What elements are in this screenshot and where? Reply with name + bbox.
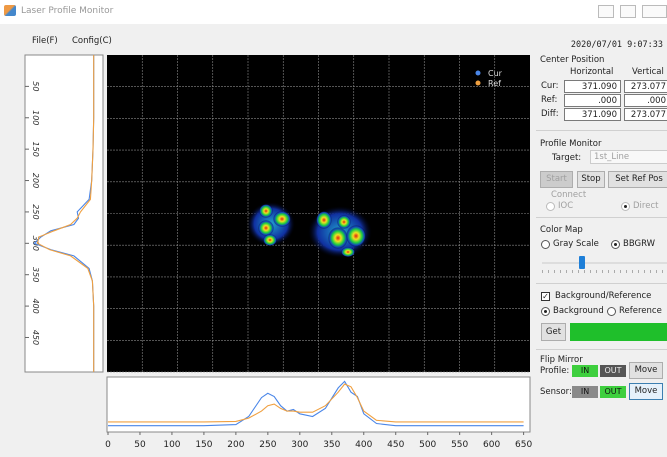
y-tick-label: 350	[31, 267, 40, 282]
x-tick-label: 500	[419, 440, 436, 450]
beam-spot	[273, 211, 291, 227]
beam-spot	[258, 220, 274, 236]
x-tick-label: 450	[387, 440, 404, 450]
horizontal-value: 371.090	[564, 108, 621, 121]
y-tick-label: 150	[31, 142, 40, 157]
vertical-value: .000	[624, 94, 667, 107]
y-tick-label: 450	[31, 330, 40, 345]
x-tick-label: 150	[195, 440, 212, 450]
beam-spot	[337, 215, 351, 229]
x-tick-label: 600	[483, 440, 500, 450]
row-label: Diff:	[541, 109, 559, 119]
row-label: Ref:	[541, 95, 557, 105]
move-button[interactable]: Move	[629, 362, 663, 379]
app-window: {"window": {"title": "Laser Profile Moni…	[0, 0, 667, 457]
x-tick-label: 200	[227, 440, 244, 450]
out-indicator: OUT	[600, 386, 626, 398]
beam-spot	[263, 234, 277, 246]
beam-spot	[341, 247, 355, 257]
x-tick-label: 250	[259, 440, 276, 450]
x-tick-label: 350	[323, 440, 340, 450]
row-label: Cur:	[541, 81, 559, 91]
in-indicator: IN	[572, 365, 598, 377]
beam-spot	[316, 211, 332, 229]
row-label: Profile:	[540, 366, 569, 376]
out-indicator: OUT	[600, 365, 626, 377]
y-tick-label: 200	[31, 173, 40, 188]
y-tick-label: 100	[31, 110, 40, 125]
horizontal-profile-panel	[107, 377, 530, 432]
x-tick-label: 100	[163, 440, 180, 450]
beam-spot	[328, 227, 348, 249]
vertical-value: 273.077	[624, 108, 667, 121]
x-tick-label: 650	[515, 440, 532, 450]
legend-marker	[476, 71, 481, 76]
y-tick-label: 50	[31, 81, 40, 91]
beam-spot	[346, 225, 366, 247]
row-label: Sensor:	[540, 387, 572, 397]
legend-label: Cur	[488, 69, 503, 78]
legend-marker	[476, 81, 481, 86]
horizontal-value: .000	[564, 94, 621, 107]
horizontal-value: 371.090	[564, 80, 621, 93]
beam-spot	[259, 204, 273, 218]
x-tick-label: 50	[134, 440, 146, 450]
x-tick-label: 0	[105, 440, 111, 450]
x-tick-label: 400	[355, 440, 372, 450]
in-indicator: IN	[572, 386, 598, 398]
x-tick-label: 550	[451, 440, 468, 450]
y-tick-label: 250	[31, 204, 40, 219]
vertical-value: 273.077	[624, 80, 667, 93]
x-tick-label: 300	[291, 440, 308, 450]
y-tick-label: 400	[31, 298, 40, 313]
legend-label: Ref	[488, 79, 501, 88]
move-button[interactable]: Move	[629, 383, 663, 400]
